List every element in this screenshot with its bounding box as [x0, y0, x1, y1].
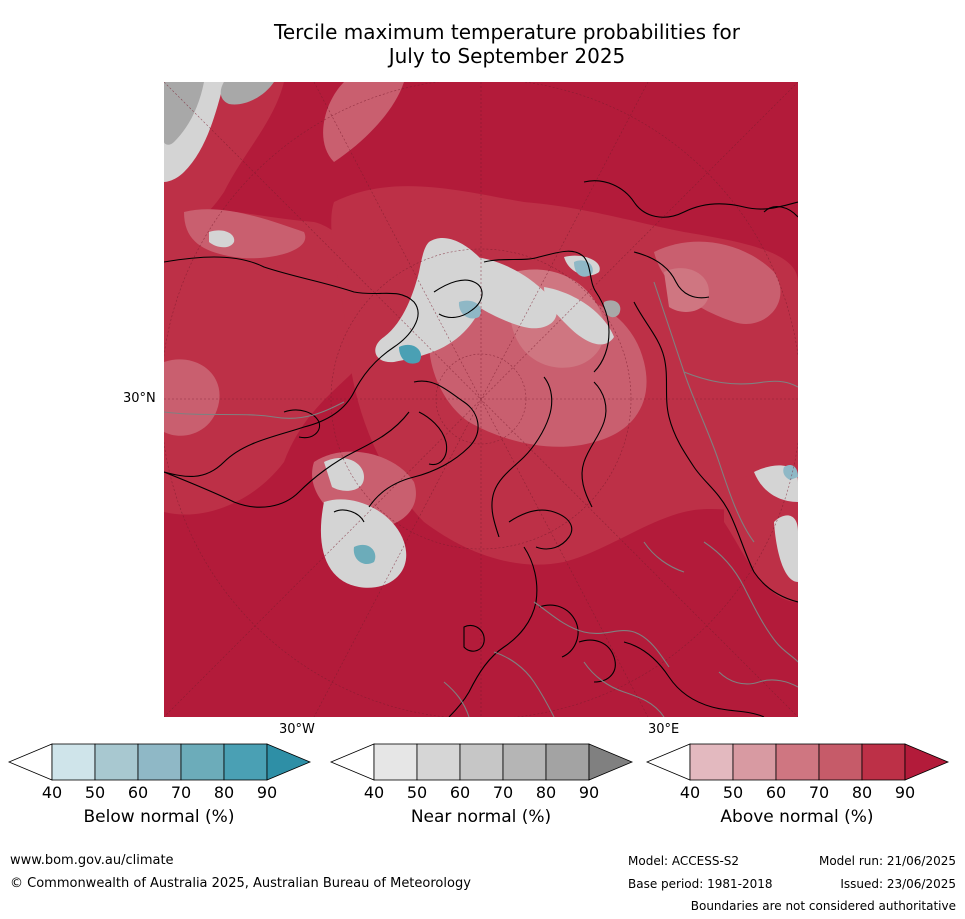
colorbar-swatch: [51, 743, 96, 781]
colorbar-arrow-low: [7, 743, 53, 781]
cb-above-tick-50: 50: [722, 783, 744, 802]
country-borders: [164, 281, 798, 717]
footer-disclaimer: Boundaries are not considered authoritat…: [690, 899, 956, 913]
colorbar-swatch: [223, 743, 268, 781]
coastlines: [164, 180, 798, 717]
colorbar-near-normal: 40 50 60 70 80 90 Near normal (%): [329, 743, 634, 844]
graticule: [164, 82, 798, 717]
cb-below-tick-40: 40: [41, 783, 63, 802]
map-canvas: [164, 82, 798, 717]
latitude-label-30n: 30°N: [123, 391, 156, 406]
longitude-label-30w: 30°W: [279, 722, 315, 737]
polar-probability-map: [164, 82, 798, 717]
colorbar-swatch: [459, 743, 504, 781]
colorbar-swatch: [502, 743, 547, 781]
cb-near-tick-80: 80: [535, 783, 557, 802]
colorbar-arrow-high: [904, 743, 950, 781]
colorbar-arrow-high: [588, 743, 634, 781]
cb-near-tick-90: 90: [578, 783, 600, 802]
longitude-label-30e: 30°E: [648, 722, 680, 737]
cb-above-tick-40: 40: [679, 783, 701, 802]
colorbar-above-normal-label: Above normal (%): [720, 807, 874, 827]
footer-model-run: Model run: 21/06/2025: [818, 854, 956, 868]
cb-near-tick-70: 70: [492, 783, 514, 802]
colorbar-arrow-low: [645, 743, 691, 781]
colorbar-swatch: [416, 743, 461, 781]
colorbar-swatch: [180, 743, 225, 781]
footer-copyright: © Commonwealth of Australia 2025, Austra…: [10, 876, 471, 891]
colorbar-below-normal-swatches: [7, 743, 312, 781]
colorbar-swatch: [545, 743, 590, 781]
cb-near-tick-50: 50: [406, 783, 428, 802]
colorbar-above-normal: 40 50 60 70 80 90 Above normal (%): [645, 743, 950, 844]
colorbar-swatch: [861, 743, 906, 781]
colorbar-below-normal-label: Below normal (%): [83, 807, 235, 827]
footer-url[interactable]: www.bom.gov.au/climate: [10, 853, 174, 868]
colorbar-swatch: [137, 743, 182, 781]
cb-below-tick-50: 50: [84, 783, 106, 802]
colorbar-above-normal-swatches: [645, 743, 950, 781]
below-normal-zone: [353, 260, 798, 565]
footer-base-period: Base period: 1981-2018: [628, 877, 773, 891]
colorbar-near-normal-swatches: [329, 743, 634, 781]
cb-above-tick-60: 60: [765, 783, 787, 802]
footer-issued: Issued: 23/06/2025: [840, 877, 956, 891]
title-line-1: Tercile maximum temperature probabilitie…: [274, 20, 740, 44]
cb-near-tick-40: 40: [363, 783, 385, 802]
cb-above-tick-90: 90: [894, 783, 916, 802]
cb-below-tick-80: 80: [213, 783, 235, 802]
colorbar-swatch: [732, 743, 777, 781]
colorbar-swatch: [373, 743, 418, 781]
cb-below-tick-60: 60: [127, 783, 149, 802]
colorbar-below-normal: 40 50 60 70 80 90 Below normal (%): [7, 743, 312, 844]
footer-model: Model: ACCESS-S2: [628, 854, 740, 868]
colorbar-swatch: [689, 743, 734, 781]
colorbar-swatch: [94, 743, 139, 781]
colorbar-arrow-high: [266, 743, 312, 781]
colorbar-arrow-low: [329, 743, 375, 781]
colorbar-swatch: [818, 743, 863, 781]
cb-below-tick-90: 90: [256, 783, 278, 802]
cb-near-tick-60: 60: [449, 783, 471, 802]
colorbar-near-normal-label: Near normal (%): [410, 807, 552, 827]
cb-above-tick-70: 70: [808, 783, 830, 802]
title-line-2: July to September 2025: [388, 44, 626, 68]
cb-below-tick-70: 70: [170, 783, 192, 802]
colorbar-swatch: [775, 743, 820, 781]
cb-above-tick-80: 80: [851, 783, 873, 802]
map-title: Tercile maximum temperature probabilitie…: [164, 20, 850, 68]
near-normal-strong-zone: [164, 82, 621, 318]
